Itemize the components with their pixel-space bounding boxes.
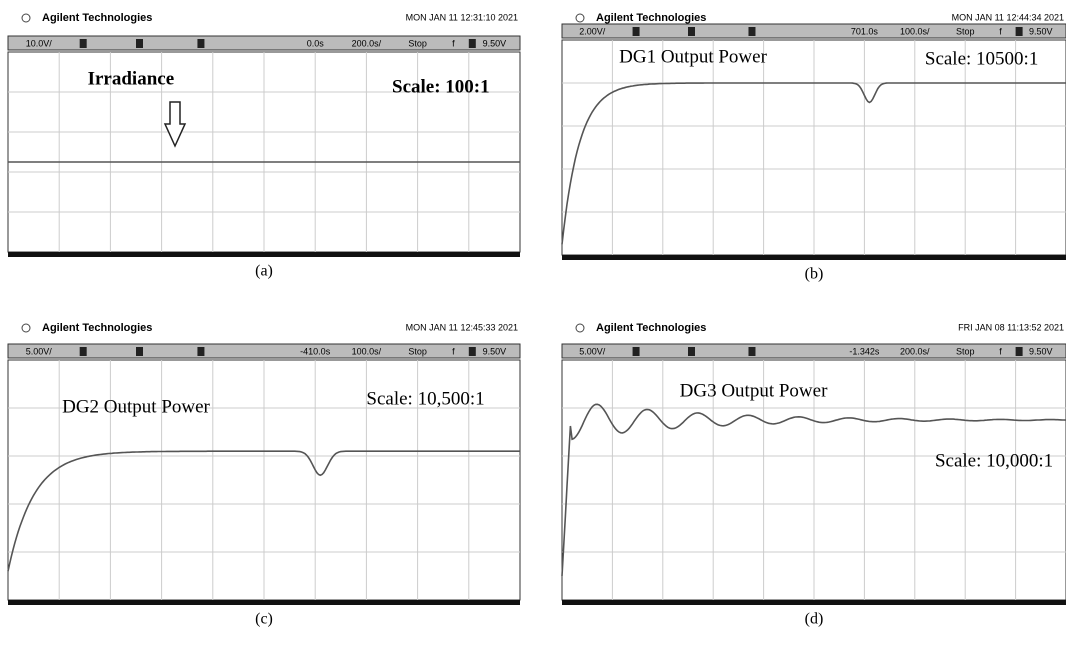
logo bbox=[22, 14, 30, 22]
toolbar-readout: -1.342s bbox=[849, 346, 880, 356]
toolbar-key bbox=[80, 39, 87, 48]
scale-label: Scale: 10,000:1 bbox=[935, 450, 1053, 471]
toolbar-readout: 100.0s/ bbox=[352, 346, 382, 356]
toolbar-key bbox=[1016, 347, 1023, 356]
brand: Agilent Technologies bbox=[596, 12, 706, 24]
brand: Agilent Technologies bbox=[42, 322, 152, 334]
trace-label: DG1 Output Power bbox=[619, 46, 767, 67]
toolbar-readout: 200.0s/ bbox=[900, 346, 930, 356]
toolbar-readout: 0.0s bbox=[307, 38, 325, 48]
scope-panel: Agilent Technologies MON JAN 11 12:44:34 … bbox=[562, 12, 1066, 283]
toolbar-readout: 100.0s/ bbox=[900, 26, 930, 36]
trace-label: DG2 Output Power bbox=[62, 396, 210, 417]
figure: Agilent Technologies MON JAN 11 12:31:10 … bbox=[0, 0, 1066, 646]
toolbar-key bbox=[688, 347, 695, 356]
toolbar-readout: 9.50V bbox=[483, 38, 507, 48]
toolbar-readout: 9.50V bbox=[1029, 346, 1053, 356]
bottom-bar bbox=[562, 255, 1066, 260]
logo bbox=[576, 324, 584, 332]
toolbar-readout: Stop bbox=[956, 26, 975, 36]
toolbar-readout: -410.0s bbox=[300, 346, 331, 356]
scale-label: Scale: 10,500:1 bbox=[366, 388, 484, 409]
toolbar-key bbox=[469, 347, 476, 356]
bottom-bar bbox=[8, 252, 520, 257]
toolbar-readout: 5.00V/ bbox=[579, 346, 606, 356]
scope-panel: Agilent Technologies MON JAN 11 12:31:10 … bbox=[8, 12, 520, 280]
caption: (d) bbox=[805, 611, 824, 628]
trace-label: DG3 Output Power bbox=[680, 380, 828, 401]
scale-label: Scale: 100:1 bbox=[392, 76, 490, 97]
toolbar-readout: 200.0s/ bbox=[352, 38, 382, 48]
toolbar-key bbox=[197, 39, 204, 48]
toolbar-key bbox=[469, 39, 476, 48]
toolbar-readout: 9.50V bbox=[483, 346, 507, 356]
scale-label: Scale: 10500:1 bbox=[925, 48, 1038, 69]
toolbar-key bbox=[688, 27, 695, 36]
toolbar-readout: 701.0s bbox=[851, 26, 879, 36]
bottom-bar bbox=[562, 600, 1066, 605]
toolbar-key bbox=[80, 347, 87, 356]
toolbar-readout: Stop bbox=[408, 38, 427, 48]
toolbar-key bbox=[1016, 27, 1023, 36]
toolbar-key bbox=[136, 347, 143, 356]
caption: (a) bbox=[255, 263, 273, 280]
toolbar-readout: Stop bbox=[408, 346, 427, 356]
scope-panel: Agilent Technologies FRI JAN 08 11:13:52 … bbox=[562, 322, 1066, 628]
brand: Agilent Technologies bbox=[42, 12, 152, 24]
scope-panel: Agilent Technologies MON JAN 11 12:45:33 … bbox=[8, 322, 520, 628]
toolbar-key bbox=[633, 347, 640, 356]
caption: (b) bbox=[805, 266, 824, 283]
toolbar-readout: 2.00V/ bbox=[579, 26, 606, 36]
toolbar-key bbox=[748, 27, 755, 36]
toolbar-key bbox=[748, 347, 755, 356]
logo bbox=[22, 324, 30, 332]
toolbar-key bbox=[136, 39, 143, 48]
timestamp: MON JAN 11 12:44:34 2021 bbox=[952, 12, 1064, 22]
bottom-bar bbox=[8, 600, 520, 605]
timestamp: MON JAN 11 12:45:33 2021 bbox=[406, 322, 518, 332]
brand: Agilent Technologies bbox=[596, 322, 706, 334]
caption: (c) bbox=[255, 611, 273, 628]
toolbar-key bbox=[633, 27, 640, 36]
toolbar-readout: 5.00V/ bbox=[26, 346, 53, 356]
toolbar-readout: 10.0V/ bbox=[26, 38, 53, 48]
timestamp: FRI JAN 08 11:13:52 2021 bbox=[958, 322, 1064, 332]
logo bbox=[576, 14, 584, 22]
toolbar-key bbox=[197, 347, 204, 356]
toolbar-readout: 9.50V bbox=[1029, 26, 1053, 36]
trace-label: Irradiance bbox=[88, 68, 175, 89]
timestamp: MON JAN 11 12:31:10 2021 bbox=[406, 12, 518, 22]
toolbar-readout: Stop bbox=[956, 346, 975, 356]
